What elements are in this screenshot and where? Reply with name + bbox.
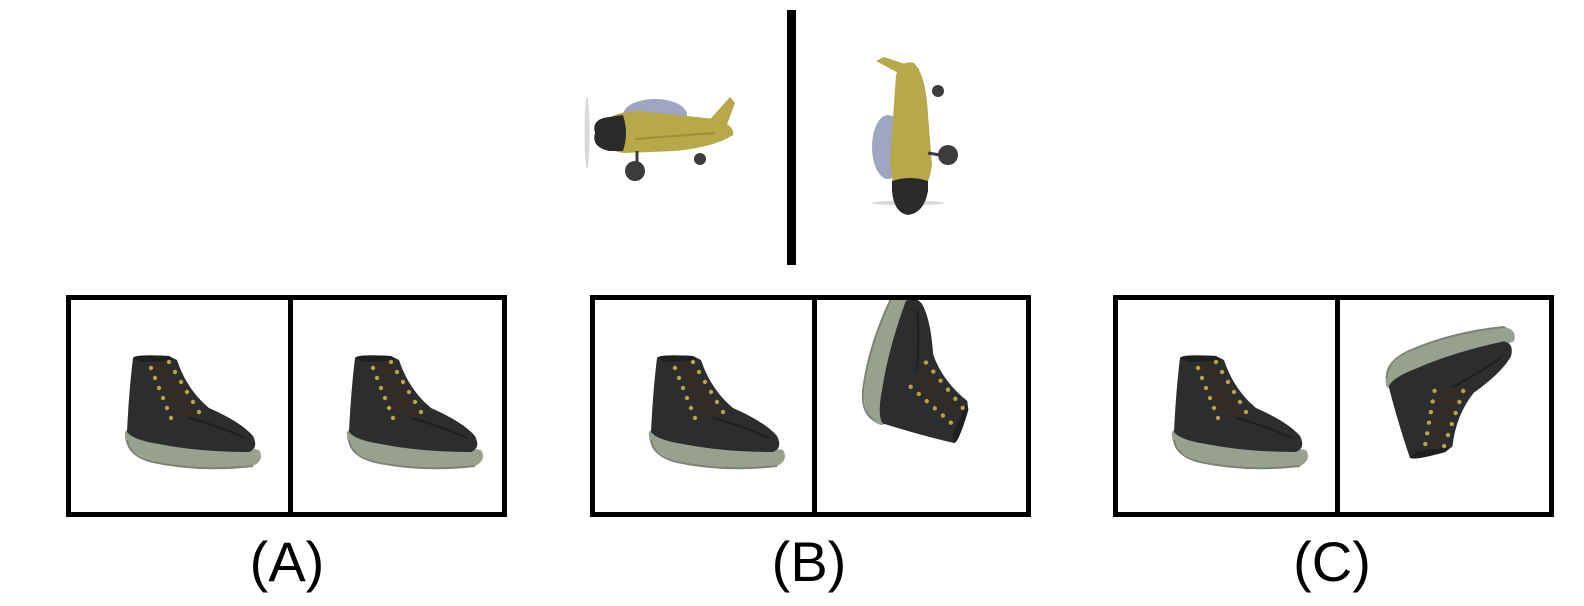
- option-panel-b[interactable]: [590, 295, 1031, 517]
- airplane-icon: [584, 97, 735, 181]
- boot-icon: [648, 355, 785, 470]
- option-c-right-cell: [1340, 300, 1549, 512]
- panel-separator: [288, 300, 293, 512]
- panel-separator: [812, 300, 817, 512]
- option-b-left-cell: [595, 300, 812, 512]
- option-label-c: (C): [1293, 530, 1371, 593]
- boot-icon: [1171, 355, 1308, 470]
- option-b-right-cell: [817, 300, 1026, 512]
- reference-divider: [787, 10, 796, 265]
- boot-icon: [346, 355, 483, 470]
- airplane-icon: [872, 57, 958, 215]
- option-label-a: (A): [249, 530, 325, 593]
- option-c-left-cell: [1118, 300, 1335, 512]
- option-label-b: (B): [771, 530, 847, 593]
- option-panel-a[interactable]: [66, 295, 507, 517]
- boot-flipped-icon: [1385, 325, 1515, 459]
- option-a-left-cell: [71, 300, 288, 512]
- reference-airplane-left: [565, 85, 745, 190]
- option-panel-c[interactable]: [1113, 295, 1554, 517]
- panel-separator: [1335, 300, 1340, 512]
- boot-icon: [124, 355, 261, 470]
- option-a-right-cell: [293, 300, 502, 512]
- boot-rotated-icon: [861, 300, 969, 444]
- reference-airplane-right: [862, 55, 972, 220]
